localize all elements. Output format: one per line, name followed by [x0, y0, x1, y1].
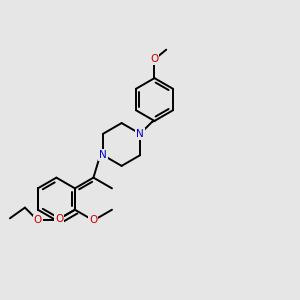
Text: O: O: [55, 214, 63, 224]
Text: N: N: [136, 129, 144, 139]
Text: O: O: [34, 215, 42, 225]
Text: O: O: [89, 215, 98, 225]
Text: N: N: [99, 150, 107, 160]
Text: O: O: [150, 54, 159, 64]
Text: N: N: [99, 150, 107, 160]
